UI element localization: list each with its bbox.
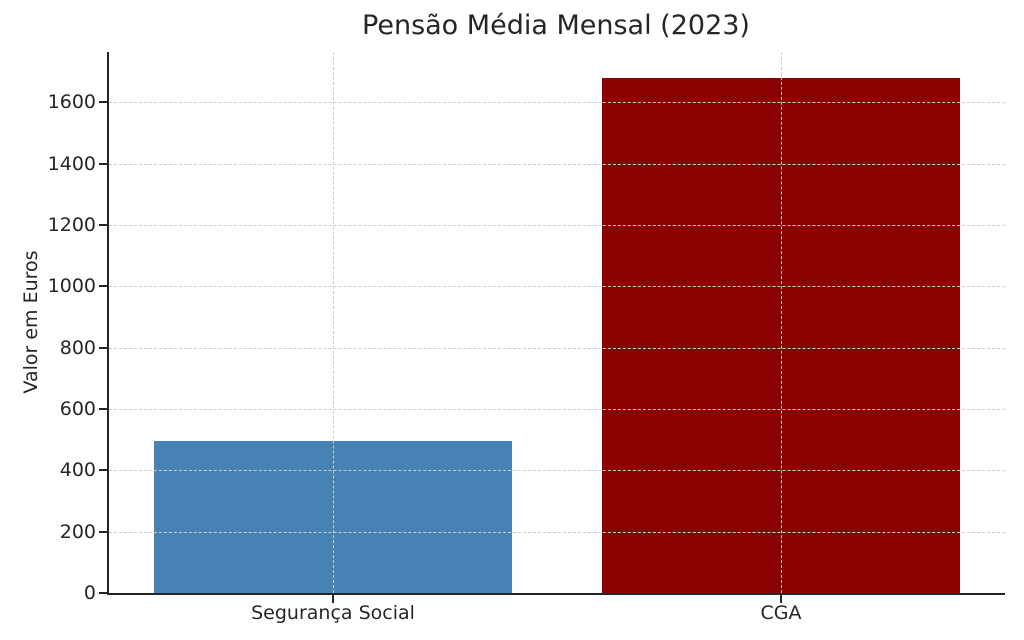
x-tick-mark xyxy=(780,595,782,603)
y-tick-mark xyxy=(99,101,107,104)
gridline-horizontal xyxy=(109,224,1005,226)
gridline-horizontal xyxy=(109,347,1005,349)
y-tick-mark xyxy=(99,285,107,288)
y-tick-label: 1000 xyxy=(47,275,96,298)
y-tick-mark xyxy=(99,592,107,594)
gridline-horizontal xyxy=(109,102,1005,104)
y-tick-label: 400 xyxy=(59,459,96,482)
y-tick-mark xyxy=(99,162,107,165)
y-tick-mark xyxy=(99,223,107,226)
chart-title: Pensão Média Mensal (2023) xyxy=(362,10,750,41)
y-tick-mark xyxy=(99,346,107,349)
gridline-horizontal xyxy=(109,163,1005,165)
gridline-horizontal xyxy=(109,286,1005,288)
x-tick-mark xyxy=(332,595,334,603)
y-tick-label: 1400 xyxy=(47,152,96,175)
y-tick-label: 1600 xyxy=(47,91,96,114)
y-tick-label: 200 xyxy=(59,520,96,543)
y-tick-mark xyxy=(99,530,107,533)
y-tick-label: 600 xyxy=(59,397,96,420)
y-tick-mark xyxy=(99,469,107,472)
y-axis-label: Valor em Euros xyxy=(20,250,42,394)
y-tick-label: 1200 xyxy=(47,213,96,236)
y-tick-label: 800 xyxy=(59,336,96,359)
gridline-horizontal xyxy=(109,531,1005,533)
gridline-vertical xyxy=(781,52,782,593)
y-tick-mark xyxy=(99,407,107,410)
x-tick-label: CGA xyxy=(760,602,802,624)
gridline-horizontal xyxy=(109,408,1005,410)
plot-area: 0 200 400 600 800 1000 1200 1400 1600 Segurança S… xyxy=(48,52,1005,624)
gridline-vertical xyxy=(333,52,334,593)
y-tick-label: 0 xyxy=(83,582,96,604)
gridline-horizontal xyxy=(109,470,1005,472)
x-tick-label: Segurança Social xyxy=(251,602,415,624)
